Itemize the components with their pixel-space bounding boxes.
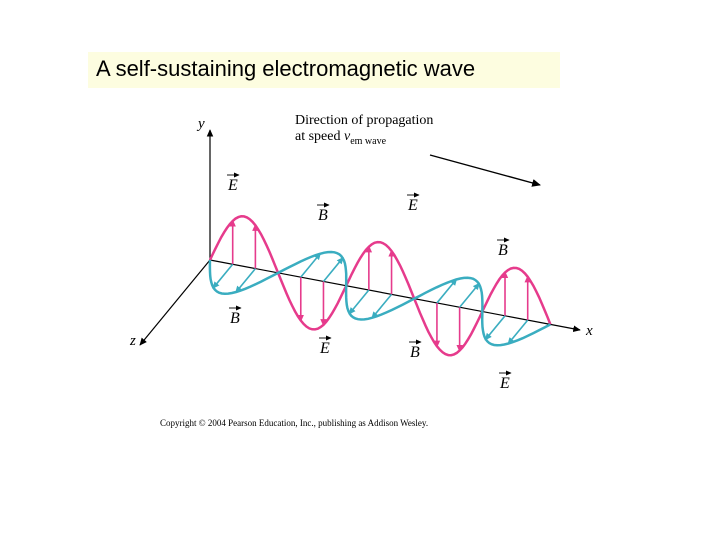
e-field-wave <box>210 216 550 355</box>
x-axis-label: x <box>585 323 593 339</box>
propagation-arrow <box>430 155 540 185</box>
b-field-arrows <box>213 254 527 344</box>
propagation-label-2: at speed vem wave <box>295 129 387 147</box>
title-text: A self-sustaining electromagnetic wave <box>96 56 475 81</box>
copyright-text: Copyright © 2004 Pearson Education, Inc.… <box>160 418 428 428</box>
em-wave-diagram: y x z Direction of propagation at speed … <box>120 110 620 430</box>
b-field-wave <box>210 252 551 345</box>
svg-text:B: B <box>230 310 240 327</box>
svg-text:B: B <box>318 207 328 224</box>
x-axis <box>210 260 580 330</box>
page-title: A self-sustaining electromagnetic wave <box>88 52 560 88</box>
svg-text:E: E <box>407 197 418 214</box>
propagation-label-1: Direction of propagation <box>295 113 433 128</box>
axes <box>140 130 580 345</box>
z-axis-label: z <box>129 333 136 349</box>
svg-text:E: E <box>227 177 238 194</box>
y-axis-label: y <box>196 116 205 132</box>
svg-text:E: E <box>319 340 330 357</box>
diagram-svg: y x z Direction of propagation at speed … <box>120 110 620 430</box>
svg-text:B: B <box>498 242 508 259</box>
z-axis <box>140 260 210 345</box>
svg-text:E: E <box>499 375 510 392</box>
svg-text:B: B <box>410 344 420 361</box>
